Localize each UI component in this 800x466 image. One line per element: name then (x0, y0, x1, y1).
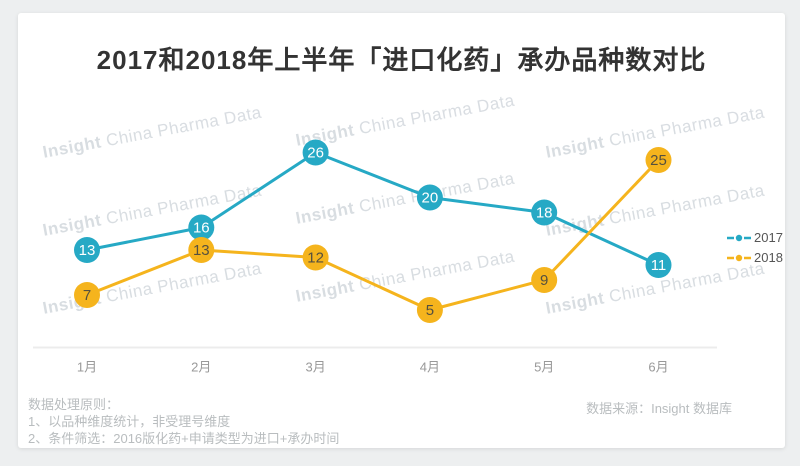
legend-label: 2017 (754, 230, 783, 245)
footnote-line-3: 2、条件筛选：2016版化药+申请类型为进口+承办时间 (28, 431, 340, 446)
x-tick-label-5: 5月 (534, 360, 554, 375)
data-point-2018-3月[interactable] (302, 244, 329, 271)
legend-marker-icon (727, 234, 751, 241)
data-label-2018-5月: 9 (540, 272, 548, 289)
x-tick-label-1: 1月 (77, 360, 97, 375)
chart-card: Insight China Pharma Data Insight China P… (18, 13, 785, 448)
data-point-2017-2月[interactable] (188, 214, 215, 241)
data-point-2017-5月[interactable] (531, 199, 558, 226)
footnote-line-2: 1、以品种维度统计，非受理号维度 (28, 414, 231, 429)
series-line-2017 (86, 151, 660, 267)
data-label-2018-4月: 5 (426, 302, 434, 319)
data-label-2018-3月: 12 (307, 250, 324, 267)
data-label-2017-3月: 26 (307, 145, 324, 162)
data-point-2018-5月[interactable] (531, 267, 558, 293)
data-label-2017-5月: 18 (536, 205, 553, 222)
data-point-2018-1月[interactable] (74, 282, 100, 308)
series-line-2018 (86, 158, 660, 312)
line-chart: 1月 2月 3月 4月 5月 6月 13 16 26 20 18 11 7 13 12 5 9 25 (33, 139, 717, 375)
legend-marker-icon (727, 254, 751, 261)
data-label-2018-2月: 13 (193, 242, 210, 259)
data-label-2017-2月: 16 (193, 220, 210, 237)
data-label-2017-6月: 11 (651, 257, 667, 274)
x-tick-label-3: 3月 (305, 360, 325, 375)
data-source: 数据来源：Insight 数据库 (586, 401, 732, 416)
x-tick-label-6: 6月 (648, 360, 668, 375)
data-point-2018-2月[interactable] (188, 237, 215, 263)
chart-title: 2017和2018年上半年「进口化药」承办品种数对比 (96, 45, 707, 75)
x-tick-label-4: 4月 (420, 360, 440, 375)
data-point-2017-6月[interactable] (645, 252, 672, 278)
chart-legend: 2017 2018 (727, 230, 783, 265)
data-point-2017-1月[interactable] (74, 237, 100, 263)
legend-label: 2018 (754, 250, 783, 265)
legend-item-2017[interactable]: 2017 (727, 230, 783, 245)
footnote-line-1: 数据处理原则： (28, 397, 120, 412)
data-label-2017-1月: 13 (79, 242, 96, 259)
data-label-2018-6月: 25 (650, 152, 667, 169)
data-label-2017-4月: 20 (422, 190, 439, 207)
data-point-2017-3月[interactable] (302, 139, 329, 166)
legend-item-2018[interactable]: 2018 (727, 250, 783, 265)
data-point-2017-4月[interactable] (416, 184, 443, 211)
data-label-2018-1月: 7 (83, 287, 91, 304)
x-tick-label-2: 2月 (191, 360, 211, 375)
footnotes: 数据处理原则： 1、以品种维度统计，非受理号维度 2、条件筛选：2016版化药+申请… (28, 396, 339, 447)
data-point-2018-6月[interactable] (645, 147, 672, 173)
data-point-2018-4月[interactable] (416, 297, 443, 323)
